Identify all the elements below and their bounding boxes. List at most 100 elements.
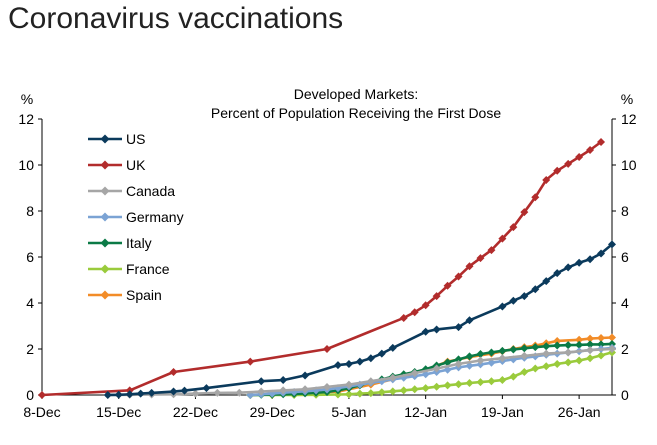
x-tick-label: 5-Jan [331, 404, 366, 420]
series-canada [103, 345, 616, 399]
data-point-uk [487, 246, 496, 255]
data-point-france [410, 385, 419, 394]
data-point-uk [553, 166, 562, 175]
data-point-uk [575, 152, 584, 161]
y-tick-label-left: 0 [26, 387, 34, 403]
y-tick-label-left: 4 [26, 295, 34, 311]
y-tick-label-left: 6 [26, 249, 34, 265]
data-point-uk [169, 368, 178, 376]
y-tick-label-right: 12 [621, 111, 637, 127]
data-point-france [597, 351, 606, 360]
data-point-spain [575, 335, 584, 344]
data-point-us [344, 359, 353, 368]
data-point-italy [454, 355, 463, 364]
data-point-uk [399, 313, 408, 322]
data-point-italy [564, 341, 573, 350]
data-point-uk [564, 159, 573, 168]
data-point-us [509, 296, 518, 305]
data-point-france [399, 386, 408, 395]
y-tick-label-right: 0 [621, 387, 629, 403]
x-tick-label: 15-Dec [96, 404, 141, 420]
data-point-uk [38, 391, 46, 399]
data-point-us [103, 391, 112, 399]
data-point-us [575, 258, 584, 267]
data-point-italy [542, 342, 551, 351]
data-point-canada [235, 388, 244, 397]
data-point-us [542, 277, 551, 286]
data-point-us [531, 285, 540, 294]
legend-swatch-marker [100, 290, 110, 300]
data-point-us [421, 327, 430, 336]
data-point-italy [487, 348, 496, 357]
data-point-us [136, 389, 145, 398]
data-point-us [279, 376, 288, 385]
data-point-us [366, 354, 375, 363]
data-point-uk [476, 254, 485, 263]
data-point-italy [509, 345, 518, 354]
data-point-uk [586, 146, 595, 155]
legend-swatch-marker [100, 160, 110, 170]
legend-item-spain: Spain [88, 287, 162, 303]
series-line-italy [250, 342, 613, 397]
data-point-us [114, 390, 123, 399]
data-point-uk [520, 208, 529, 217]
y-tick-label-right: 4 [621, 295, 629, 311]
data-point-us [355, 357, 364, 366]
data-point-canada [344, 380, 353, 389]
data-point-france [553, 359, 562, 368]
data-point-us [564, 263, 573, 272]
data-point-france [366, 389, 375, 398]
y-tick-label-right: 10 [621, 157, 637, 173]
data-point-us [147, 388, 156, 397]
legend-swatch-marker [100, 134, 110, 144]
data-point-italy [498, 346, 507, 355]
y-tick-label-right: 2 [621, 341, 629, 357]
data-point-spain [597, 333, 606, 342]
x-tick-label: 22-Dec [173, 404, 218, 420]
legend-swatch-marker [100, 264, 110, 274]
data-point-us [586, 255, 595, 264]
y-tick-label-left: 10 [18, 157, 34, 173]
data-point-france [465, 379, 474, 388]
data-point-italy [520, 344, 529, 353]
data-point-us [388, 343, 397, 352]
data-point-france [388, 387, 397, 396]
legend-item-uk: UK [88, 157, 146, 173]
data-point-canada [586, 346, 595, 355]
data-point-uk [542, 175, 551, 184]
data-point-france [509, 372, 518, 381]
data-point-uk [597, 138, 606, 146]
data-point-canada [257, 387, 266, 396]
legend-label: US [126, 131, 145, 147]
data-point-france [432, 382, 441, 391]
data-point-us [125, 390, 134, 399]
data-point-uk [443, 281, 452, 290]
data-point-canada [520, 351, 529, 360]
data-point-uk [323, 345, 331, 353]
data-point-france [421, 384, 430, 393]
data-point-italy [531, 343, 540, 352]
series-line-us [107, 243, 613, 397]
data-point-france [355, 389, 364, 398]
data-point-us [608, 240, 616, 249]
series-us [103, 240, 616, 399]
data-point-us [377, 349, 386, 358]
data-point-canada [388, 373, 397, 382]
x-tick-label: 29-Dec [250, 404, 295, 420]
data-point-canada [366, 377, 375, 386]
data-point-us [432, 325, 441, 334]
data-point-us [333, 361, 342, 370]
data-point-uk [432, 292, 441, 301]
data-point-us [180, 386, 189, 395]
data-point-france [575, 356, 584, 365]
data-point-france [487, 377, 496, 386]
data-point-france [344, 390, 353, 399]
data-point-italy [443, 358, 452, 367]
data-point-italy [465, 352, 474, 361]
legend-swatch-marker [100, 238, 110, 248]
legend-label: Germany [126, 209, 184, 225]
data-point-canada [213, 388, 222, 397]
chart-title: Developed Markets: [294, 86, 419, 102]
data-point-uk [410, 308, 419, 317]
